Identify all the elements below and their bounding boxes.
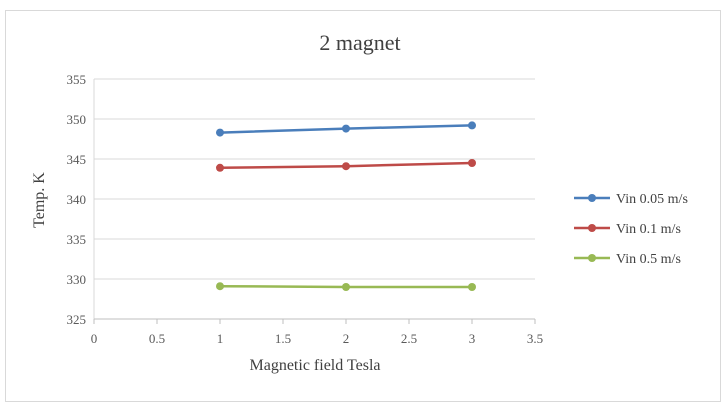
x-tick-label: 0.5 bbox=[149, 331, 165, 346]
data-point bbox=[342, 124, 350, 133]
legend-marker bbox=[588, 194, 596, 202]
data-point bbox=[468, 283, 476, 291]
y-tick-label: 350 bbox=[67, 112, 87, 127]
data-point bbox=[342, 162, 350, 171]
x-tick-label: 1 bbox=[217, 331, 224, 346]
data-point bbox=[216, 163, 224, 172]
data-point bbox=[342, 283, 350, 291]
y-axis-label: Temp. K bbox=[31, 172, 48, 228]
x-tick-label: 2.5 bbox=[401, 331, 417, 346]
x-axis-label: Magnetic field Tesla bbox=[250, 357, 381, 374]
legend-marker bbox=[588, 224, 596, 232]
legend-label: Vin 0.05 m/s bbox=[616, 192, 688, 207]
data-point bbox=[468, 121, 476, 130]
data-point bbox=[216, 282, 224, 291]
y-tick-label: 340 bbox=[67, 192, 87, 207]
data-point bbox=[468, 159, 476, 167]
gridlines bbox=[94, 78, 535, 320]
y-tick-label: 345 bbox=[67, 152, 87, 167]
y-tick-label: 335 bbox=[67, 232, 87, 247]
y-tick-label: 330 bbox=[67, 272, 87, 287]
chart-title: 2 magnet bbox=[319, 30, 400, 55]
x-tick-label: 2 bbox=[343, 331, 350, 346]
y-tick-label: 355 bbox=[67, 72, 87, 87]
x-tick-label: 3.5 bbox=[527, 331, 543, 346]
legend-label: Vin 0.5 m/s bbox=[616, 252, 681, 267]
data-point bbox=[216, 128, 224, 137]
legend-label: Vin 0.1 m/s bbox=[616, 222, 681, 237]
x-tick-label: 0 bbox=[91, 331, 98, 346]
x-tick-label: 1.5 bbox=[275, 331, 291, 346]
legend: Vin 0.05 m/s Vin 0.1 m/s Vin 0.5 m/s bbox=[574, 192, 688, 267]
series-group bbox=[216, 121, 476, 291]
chart-frame bbox=[5, 10, 721, 402]
y-tick-label: 325 bbox=[67, 312, 87, 327]
legend-marker bbox=[588, 254, 596, 262]
axes: 325 330 335 340 345 350 355 0 0.5 1 1.5 2 2.5 3 3.5 bbox=[67, 72, 544, 346]
x-tick-label: 3 bbox=[469, 331, 476, 346]
